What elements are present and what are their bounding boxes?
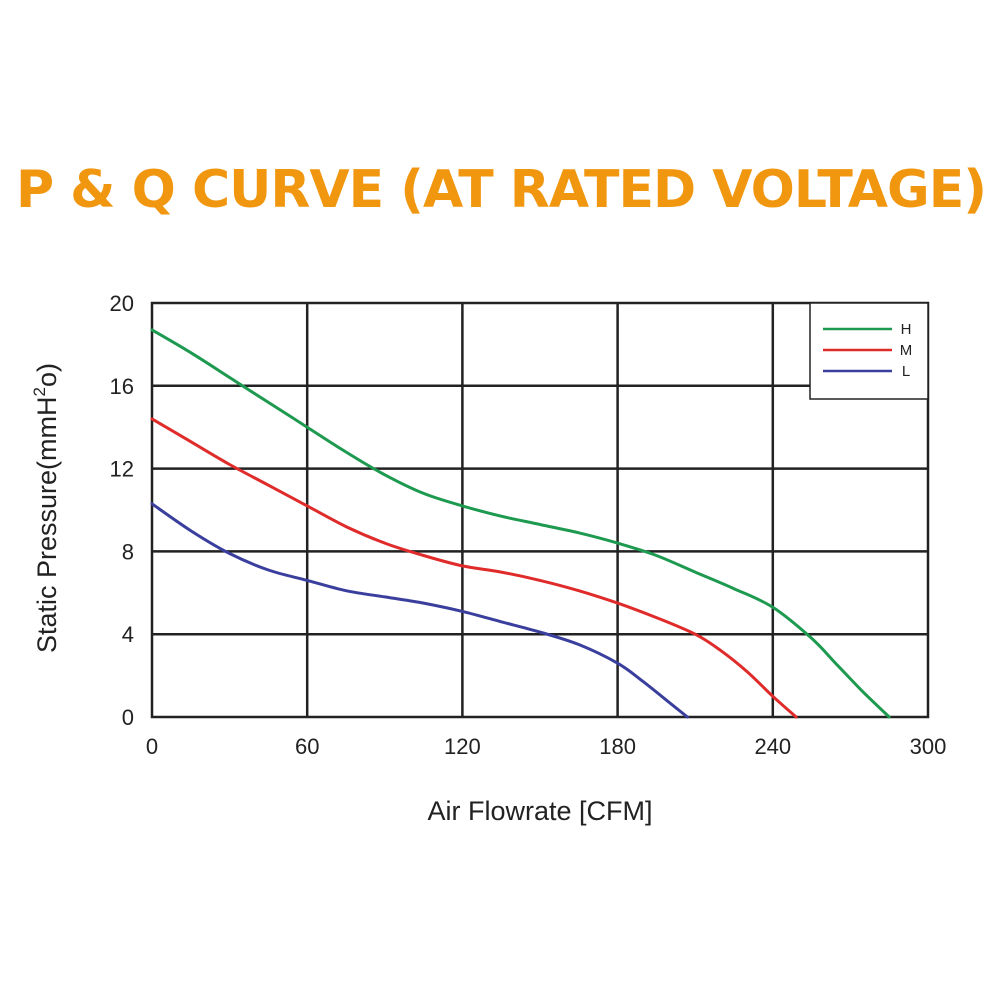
- plot-frame: [150, 301, 930, 719]
- x-tick-label: 180: [599, 734, 636, 759]
- legend-label-l: L: [902, 363, 910, 380]
- legend-label-m: M: [900, 342, 913, 359]
- y-tick-labels: 0 4 8 12 16 20: [110, 291, 134, 730]
- y-tick-label: 8: [122, 539, 134, 564]
- y-axis-label-main: Static Pressure(mmH: [32, 396, 62, 653]
- y-axis-label-end: o): [32, 363, 62, 387]
- y-axis-label: Static Pressure(mmH2o): [30, 363, 62, 653]
- y-tick-label: 20: [110, 291, 134, 316]
- y-tick-label: 16: [110, 374, 134, 399]
- legend: HML: [809, 302, 929, 400]
- chart-title: P & Q CURVE (AT RATED VOLTAGE): [15, 160, 987, 220]
- x-tick-labels: 0 60 120 180 240 300: [146, 734, 946, 759]
- y-tick-label: 12: [110, 457, 134, 482]
- y-axis-label-superscript: 2: [30, 387, 49, 396]
- series-lines: [150, 328, 891, 719]
- grid: [150, 301, 930, 719]
- series-line-h: [150, 328, 891, 719]
- series-line-m: [150, 417, 798, 719]
- x-tick-label: 60: [295, 734, 319, 759]
- y-tick-label: 4: [122, 622, 134, 647]
- y-tick-label: 0: [122, 705, 134, 730]
- x-tick-label: 120: [444, 734, 481, 759]
- x-tick-label: 300: [910, 734, 947, 759]
- series-line-l: [150, 502, 689, 719]
- x-axis-label: Air Flowrate [CFM]: [427, 796, 652, 826]
- x-tick-label: 240: [754, 734, 791, 759]
- legend-label-h: H: [901, 321, 912, 338]
- x-tick-label: 0: [146, 734, 158, 759]
